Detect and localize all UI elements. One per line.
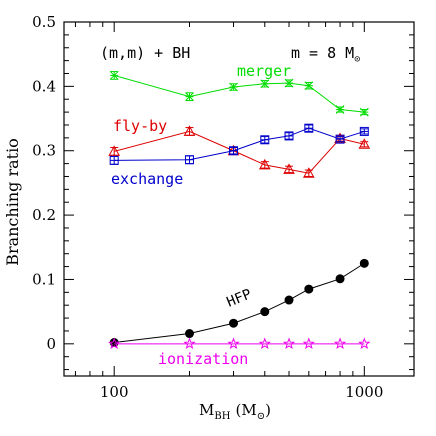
- data-point: [184, 155, 194, 165]
- data-point: [185, 92, 194, 102]
- data-point: [302, 337, 315, 350]
- series-label-exchange: exchange: [111, 170, 183, 188]
- data-point: [109, 155, 119, 165]
- data-point: [260, 307, 270, 317]
- data-point: [304, 81, 314, 91]
- data-point: [229, 146, 239, 156]
- data-point: [359, 258, 369, 268]
- data-point: [283, 163, 295, 174]
- annotation-system: (m,m) + BH: [100, 44, 190, 62]
- data-point: [260, 135, 270, 145]
- x-axis-label-units-close: ): [265, 401, 271, 419]
- series-line: [114, 127, 365, 161]
- x-tick-label: 100: [100, 383, 129, 401]
- data-point: [335, 134, 345, 144]
- data-point: [359, 126, 369, 136]
- x-axis-label-main: M: [199, 401, 214, 419]
- axis-tick-labels: 0 0.1 0.2 0.3 0.4 0.5 100 1000: [32, 13, 383, 401]
- x-axis-label-units: (M: [235, 401, 256, 419]
- data-point: [258, 337, 271, 350]
- y-tick-label: 0.5: [32, 13, 56, 31]
- y-axis-label: Branching ratio: [3, 138, 22, 266]
- data-point: [284, 78, 294, 88]
- data-point: [284, 131, 294, 141]
- x-axis-label: MBH (M⊙): [199, 401, 271, 422]
- data-point: [108, 337, 121, 350]
- data-point: [333, 337, 347, 350]
- data-point: [358, 337, 371, 350]
- data-point: [359, 107, 369, 117]
- data-point: [183, 337, 196, 350]
- series-hfp: [109, 258, 369, 348]
- x-tick-label: 1000: [345, 383, 383, 401]
- series-layer: [108, 71, 371, 350]
- data-point: [108, 145, 121, 156]
- data-point: [358, 138, 371, 149]
- y-tick-label: 0.2: [32, 206, 56, 224]
- series-line: [114, 262, 365, 344]
- annotation-mass: m = 8 M⊙: [291, 44, 360, 65]
- axis-ticks: [64, 21, 414, 376]
- y-tick-label: 0.1: [32, 270, 56, 288]
- y-tick-label: 0: [46, 335, 56, 353]
- series-label-ionization: ionization: [158, 350, 248, 368]
- data-point: [304, 284, 314, 294]
- series-label-fly-by: fly-by: [113, 117, 167, 135]
- data-point: [284, 295, 294, 305]
- data-point: [183, 125, 196, 136]
- series-merger: [109, 71, 369, 117]
- data-point: [229, 82, 238, 92]
- data-point: [227, 337, 240, 350]
- y-tick-label: 0.3: [32, 142, 56, 160]
- series-line: [114, 74, 365, 113]
- series-label-hfp: HFP: [225, 286, 254, 310]
- data-point: [109, 71, 119, 80]
- annotation-mass-prefix: m = 8 M: [291, 44, 354, 62]
- annotation-mass-sub: ⊙: [354, 54, 360, 65]
- data-point: [302, 167, 315, 178]
- data-point: [258, 158, 271, 170]
- x-axis-label-units-sub: ⊙: [257, 411, 265, 422]
- data-point: [335, 105, 345, 114]
- data-point: [260, 79, 270, 89]
- x-axis-label-sub: BH: [214, 411, 230, 422]
- data-point: [304, 123, 314, 133]
- series-label-merger: merger: [237, 62, 291, 80]
- data-point: [229, 318, 239, 328]
- data-point: [335, 274, 345, 284]
- data-point: [282, 337, 296, 350]
- y-tick-label: 0.4: [32, 77, 56, 95]
- plot-frame: [63, 21, 415, 377]
- series-exchange: [109, 123, 369, 165]
- data-point: [184, 329, 194, 339]
- series-line: [114, 130, 365, 174]
- series-ionization: [108, 337, 371, 350]
